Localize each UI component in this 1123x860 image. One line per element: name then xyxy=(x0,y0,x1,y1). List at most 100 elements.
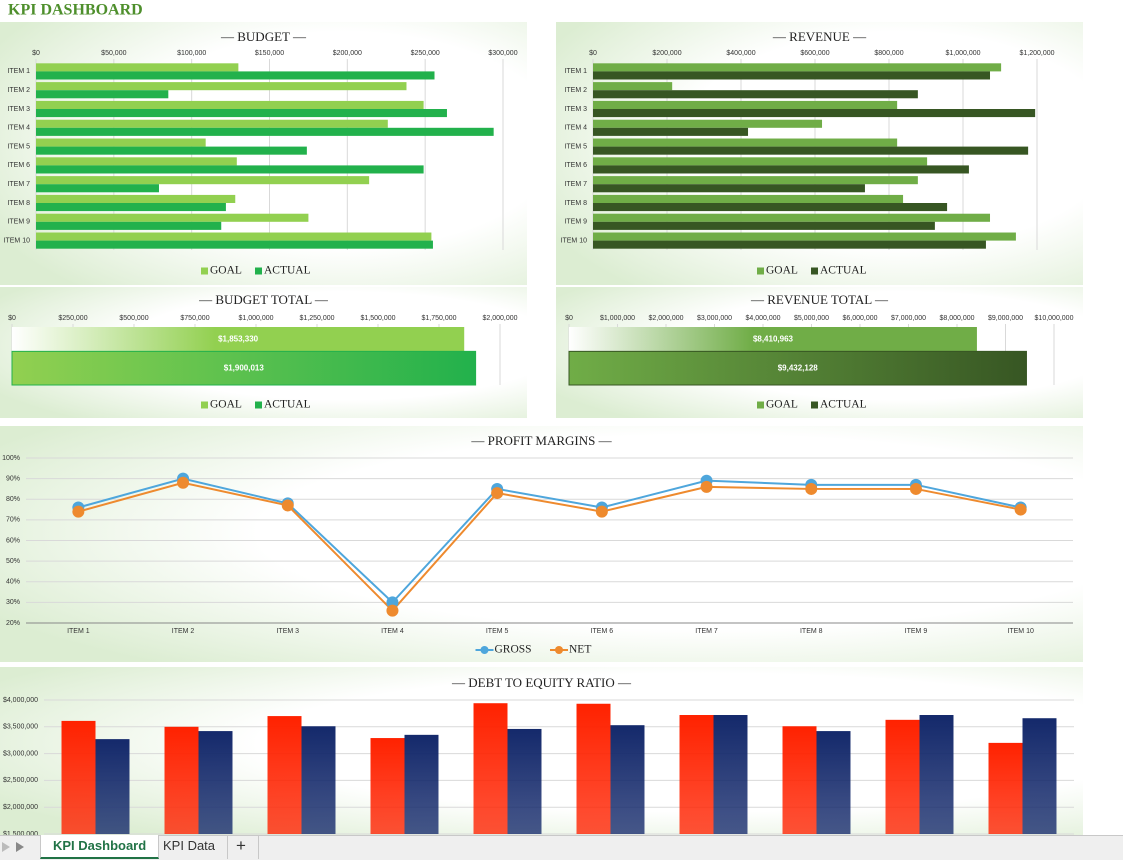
legend-swatch xyxy=(201,401,208,409)
bar xyxy=(36,232,432,241)
y-tick-label: ITEM 4 xyxy=(7,125,30,132)
x-tick-label: $400,000 xyxy=(726,50,755,57)
y-tick-label: ITEM 4 xyxy=(564,125,587,132)
y-tick-label: ITEM 2 xyxy=(564,87,587,94)
x-tick-label: $4,000,000 xyxy=(745,315,780,322)
legend-swatch xyxy=(201,267,208,275)
bar xyxy=(36,157,237,166)
bar xyxy=(12,327,465,352)
x-tick-label: ITEM 4 xyxy=(381,628,404,635)
bar xyxy=(36,221,222,230)
y-tick-label: ITEM 7 xyxy=(7,181,30,188)
bar xyxy=(593,157,928,166)
scroll-right[interactable] xyxy=(16,842,24,852)
x-tick-label: ITEM 3 xyxy=(276,628,299,635)
point xyxy=(909,482,922,495)
legend-swatch xyxy=(255,401,262,409)
legend-label: ACTUAL xyxy=(820,399,867,411)
legend-swatch xyxy=(555,646,563,654)
bar xyxy=(593,146,1029,155)
data-label: $1,853,330 xyxy=(218,334,259,343)
x-tick-label: ITEM 9 xyxy=(905,628,928,635)
y-tick-label: 30% xyxy=(6,599,20,606)
legend-label: ACTUAL xyxy=(820,265,867,277)
bar xyxy=(576,703,611,834)
x-tick-label: $800,000 xyxy=(874,50,903,57)
bar xyxy=(988,742,1023,834)
y-tick-label: 50% xyxy=(6,558,20,565)
point xyxy=(72,505,85,518)
sheet-tab[interactable]: KPI Data xyxy=(151,835,229,859)
x-tick-label: ITEM 6 xyxy=(591,628,614,635)
x-tick-label: $7,000,000 xyxy=(891,315,926,322)
x-tick-label: $0 xyxy=(565,315,573,322)
x-tick-label: $1,250,000 xyxy=(299,315,334,322)
y-tick-label: $2,000,000 xyxy=(3,804,38,811)
y-tick-label: 100% xyxy=(2,455,20,462)
point xyxy=(281,499,294,512)
point xyxy=(177,476,190,489)
bar xyxy=(36,176,370,185)
data-label: $8,410,963 xyxy=(753,334,794,343)
y-tick-label: 60% xyxy=(6,537,20,544)
data-label: $9,432,128 xyxy=(778,363,819,372)
legend-label: ACTUAL xyxy=(264,265,311,277)
bar xyxy=(36,138,206,147)
data-label: $1,900,013 xyxy=(224,363,265,372)
bar xyxy=(36,194,236,203)
bar xyxy=(593,138,898,147)
y-tick-label: $3,000,000 xyxy=(3,750,38,757)
x-tick-label: $9,000,000 xyxy=(988,315,1023,322)
chart-title: — DEBT TO EQUITY RATIO — xyxy=(451,675,632,690)
bar xyxy=(593,184,865,193)
x-tick-label: $1,000,000 xyxy=(600,315,635,322)
sheet-tab[interactable]: KPI Dashboard xyxy=(40,835,160,859)
bar xyxy=(593,176,918,185)
bar xyxy=(267,716,302,834)
point xyxy=(595,505,608,518)
add-sheet[interactable]: + xyxy=(224,835,259,859)
y-tick-label: ITEM 1 xyxy=(564,68,587,75)
y-tick-label: ITEM 3 xyxy=(7,106,30,113)
bar xyxy=(36,203,226,212)
legend-label: GROSS xyxy=(495,644,532,656)
x-tick-label: $2,000,000 xyxy=(482,315,517,322)
y-tick-label: 40% xyxy=(6,579,20,586)
point xyxy=(805,482,818,495)
bar xyxy=(568,350,1027,386)
x-tick-label: $100,000 xyxy=(177,50,206,57)
bar xyxy=(36,213,309,222)
bar xyxy=(1022,718,1057,834)
point xyxy=(491,487,504,500)
bar xyxy=(593,213,991,222)
bar xyxy=(885,719,920,834)
x-tick-label: $0 xyxy=(32,50,40,57)
legend-label: ACTUAL xyxy=(264,399,311,411)
bar xyxy=(36,100,424,109)
bar xyxy=(593,100,898,109)
y-tick-label: ITEM 1 xyxy=(7,68,30,75)
y-tick-label: ITEM 5 xyxy=(7,143,30,150)
bar xyxy=(36,71,435,80)
bar xyxy=(679,715,714,834)
x-tick-label: $10,000,000 xyxy=(1035,315,1074,322)
point xyxy=(1014,503,1027,516)
legend-label: GOAL xyxy=(766,399,798,411)
chart-title: — REVENUE — xyxy=(772,29,867,44)
bar xyxy=(507,728,542,834)
bar xyxy=(593,203,948,212)
bar xyxy=(36,119,388,128)
point xyxy=(700,480,713,493)
line xyxy=(78,481,1021,613)
bar xyxy=(593,71,991,80)
x-tick-label: ITEM 1 xyxy=(67,628,90,635)
x-tick-label: ITEM 2 xyxy=(172,628,195,635)
x-tick-label: $300,000 xyxy=(488,50,517,57)
x-tick-label: ITEM 8 xyxy=(800,628,823,635)
legend-swatch xyxy=(480,646,489,654)
bar xyxy=(95,739,130,834)
y-tick-label: 70% xyxy=(6,517,20,524)
scroll-left[interactable] xyxy=(2,842,10,852)
x-tick-label: ITEM 10 xyxy=(1007,628,1034,635)
